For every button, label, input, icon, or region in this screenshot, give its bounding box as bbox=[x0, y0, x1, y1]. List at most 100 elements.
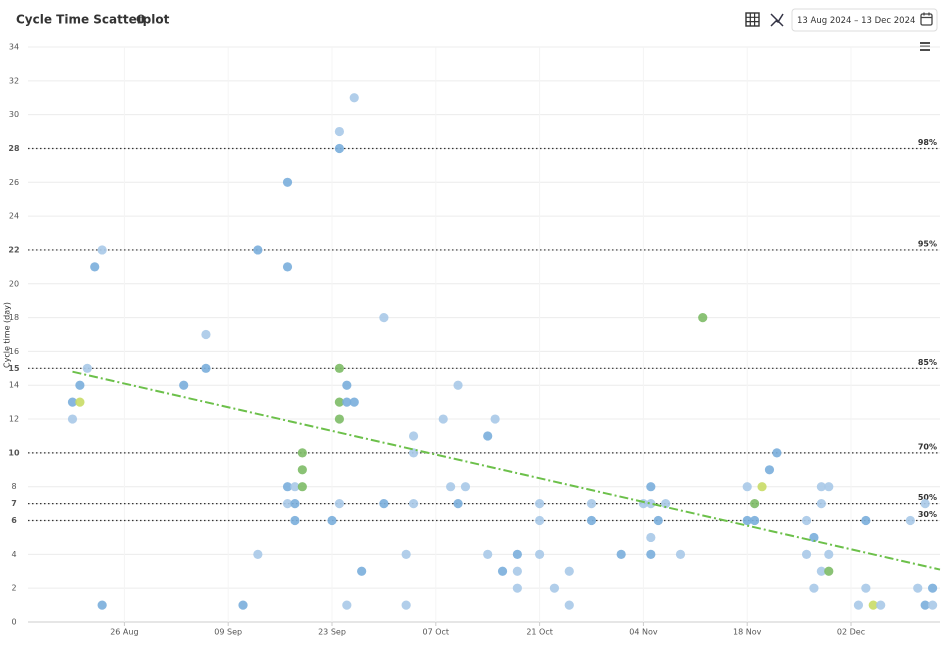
trend-line bbox=[72, 370, 941, 571]
point bbox=[460, 482, 471, 492]
point bbox=[67, 397, 78, 407]
point bbox=[357, 566, 367, 576]
point bbox=[861, 583, 871, 593]
point bbox=[816, 482, 826, 492]
info-icon[interactable] bbox=[136, 14, 146, 24]
percentile-label: 95% bbox=[918, 239, 937, 248]
point bbox=[742, 482, 752, 492]
y-tick-label: 20 bbox=[9, 279, 19, 288]
x-tick-label: 21 Oct bbox=[526, 628, 553, 637]
y-tick-label: 30 bbox=[9, 110, 19, 119]
x-tick-label: 04 Nov bbox=[629, 628, 658, 637]
point bbox=[512, 583, 522, 593]
point bbox=[853, 600, 864, 610]
point bbox=[868, 600, 878, 610]
point bbox=[297, 448, 307, 458]
point bbox=[861, 515, 871, 526]
y-tick-label: 18 bbox=[9, 313, 19, 322]
point bbox=[876, 600, 886, 610]
point bbox=[920, 600, 930, 610]
calendar-icon[interactable] bbox=[920, 12, 933, 26]
y-tick-label: 24 bbox=[9, 212, 19, 221]
point bbox=[927, 600, 938, 610]
point bbox=[497, 566, 508, 576]
point bbox=[253, 549, 263, 559]
point bbox=[824, 482, 834, 492]
point bbox=[342, 380, 352, 390]
point bbox=[379, 312, 389, 323]
y-tick-label: 2 bbox=[11, 584, 16, 593]
y-tick-label: 32 bbox=[9, 76, 19, 85]
point bbox=[379, 499, 389, 509]
point bbox=[334, 414, 345, 424]
grid-toggle-icon[interactable] bbox=[745, 12, 760, 27]
point bbox=[290, 499, 300, 509]
point bbox=[67, 414, 78, 424]
point bbox=[653, 515, 663, 526]
point bbox=[586, 499, 597, 509]
percentile-label: 85% bbox=[918, 358, 937, 367]
point bbox=[401, 549, 411, 559]
point bbox=[535, 549, 545, 559]
point bbox=[646, 482, 656, 492]
point bbox=[586, 515, 597, 526]
chart-title: Cycle Time Scatterplot bbox=[16, 13, 170, 27]
point bbox=[816, 566, 826, 576]
point bbox=[75, 380, 85, 390]
point bbox=[282, 177, 293, 187]
trend-toggle-icon[interactable] bbox=[770, 13, 784, 27]
x-tick-label: 23 Sep bbox=[318, 628, 346, 637]
point bbox=[179, 380, 189, 390]
date-range-box[interactable] bbox=[791, 8, 938, 32]
point bbox=[801, 515, 812, 526]
point bbox=[512, 549, 522, 559]
point bbox=[764, 465, 775, 475]
point bbox=[535, 515, 545, 526]
point bbox=[535, 499, 545, 509]
point bbox=[512, 566, 522, 576]
point bbox=[564, 600, 574, 610]
point bbox=[824, 549, 834, 559]
x-tick-label: 18 Nov bbox=[733, 628, 762, 637]
point bbox=[297, 465, 307, 475]
point bbox=[97, 600, 107, 610]
point bbox=[297, 482, 307, 492]
point bbox=[920, 499, 930, 509]
point bbox=[408, 431, 419, 441]
point bbox=[453, 499, 463, 509]
point bbox=[290, 515, 300, 526]
y-tick-label: 14 bbox=[9, 381, 19, 390]
percentile-label: 30% bbox=[918, 510, 937, 519]
point bbox=[342, 600, 352, 610]
point bbox=[97, 245, 107, 255]
point bbox=[483, 431, 493, 441]
point bbox=[334, 499, 345, 509]
point bbox=[342, 397, 352, 407]
point bbox=[349, 397, 359, 407]
point bbox=[282, 262, 293, 272]
point bbox=[82, 363, 92, 373]
point bbox=[772, 448, 782, 458]
point bbox=[661, 499, 671, 509]
y-tick-label: 28 bbox=[8, 144, 20, 153]
point bbox=[438, 414, 448, 424]
x-tick-label: 26 Aug bbox=[110, 628, 138, 637]
point bbox=[750, 499, 760, 509]
point bbox=[349, 93, 359, 103]
point bbox=[334, 126, 345, 137]
point bbox=[913, 583, 923, 593]
y-tick-label: 4 bbox=[11, 550, 16, 559]
point bbox=[282, 482, 293, 492]
y-tick-label: 6 bbox=[11, 516, 17, 525]
point bbox=[905, 515, 915, 526]
point bbox=[616, 549, 626, 559]
y-tick-label: 16 bbox=[9, 347, 19, 356]
point bbox=[801, 549, 812, 559]
point bbox=[75, 397, 85, 407]
y-tick-label: 8 bbox=[11, 482, 16, 491]
point bbox=[446, 482, 456, 492]
point bbox=[201, 329, 211, 340]
y-tick-label: 0 bbox=[11, 618, 16, 627]
point bbox=[698, 312, 708, 323]
